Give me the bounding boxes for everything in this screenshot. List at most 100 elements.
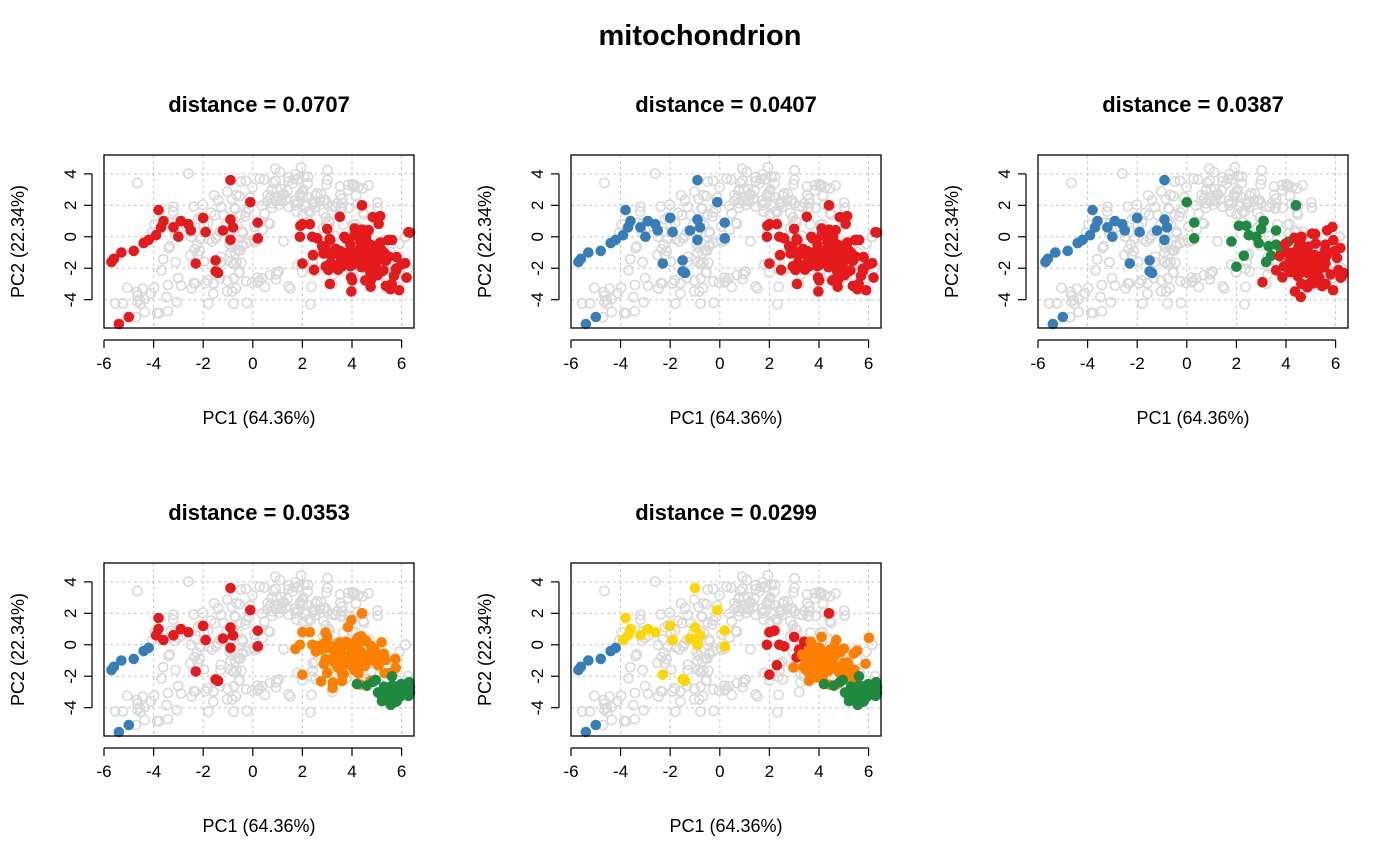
point-gray (1306, 202, 1318, 214)
y-tick-label: 4 (61, 169, 80, 178)
point-gray (288, 173, 300, 185)
point-orange (390, 653, 401, 665)
point-gray (830, 587, 842, 599)
point-gray (724, 632, 736, 644)
point-gray (667, 685, 678, 697)
point-gray (639, 272, 651, 284)
point-green (843, 695, 855, 707)
point-gray (737, 603, 749, 615)
point-gray (1277, 202, 1289, 214)
point-gray (227, 706, 239, 717)
point-red (190, 666, 202, 677)
group-green (351, 671, 416, 711)
point-gray (259, 281, 271, 293)
point-gray (623, 672, 634, 684)
point-green (1188, 233, 1200, 244)
point-gray (137, 283, 149, 295)
point-gray (755, 173, 767, 185)
point-gray (296, 186, 308, 198)
point-gray (638, 704, 650, 716)
point-gray (612, 288, 624, 299)
point-blue (1124, 258, 1136, 269)
point-blue (657, 258, 669, 269)
point-gray (139, 714, 151, 726)
point-gray (639, 680, 651, 692)
point-gray (283, 201, 294, 213)
point-gray (282, 172, 294, 183)
point-gray (758, 206, 770, 218)
point-yellow (650, 626, 661, 638)
point-red (346, 286, 357, 297)
point-gray (737, 681, 749, 693)
point-gray (334, 597, 346, 609)
point-gray (745, 643, 756, 655)
point-gray (327, 201, 338, 212)
point-red (1321, 225, 1333, 236)
point-gray (131, 585, 143, 597)
point-gray (343, 202, 355, 214)
point-gray (161, 291, 172, 303)
point-green (1241, 220, 1252, 232)
point-gray (694, 706, 706, 717)
point-red (316, 240, 328, 252)
point-gray (1225, 206, 1237, 218)
point-red (225, 642, 236, 654)
point-gray (1160, 286, 1172, 297)
point-gray (688, 683, 700, 695)
point-gray (598, 177, 610, 189)
y-tick-label: -2 (61, 669, 80, 684)
y-tick-label: 0 (995, 232, 1014, 241)
point-red (365, 268, 377, 279)
point-blue (617, 229, 629, 241)
point-gray (1204, 273, 1216, 285)
y-tick-label: 2 (528, 609, 547, 618)
x-axis-label: PC1 (64.36%) (669, 408, 782, 428)
point-yellow (620, 612, 631, 624)
point-gray (736, 571, 748, 582)
point-gray (1206, 266, 1218, 278)
point-blue (684, 225, 696, 236)
point-gray (145, 696, 157, 707)
point-gray (1105, 296, 1117, 308)
point-blue (1102, 222, 1113, 233)
point-red (801, 250, 812, 261)
point-gray (624, 661, 636, 673)
point-blue (580, 726, 592, 738)
point-yellow (635, 630, 646, 641)
point-gray (311, 595, 323, 607)
point-gray (237, 228, 249, 239)
point-gray (764, 208, 776, 220)
point-gray (157, 661, 169, 673)
point-gray (318, 615, 329, 627)
point-gray (282, 580, 294, 591)
point-gray (131, 177, 143, 189)
point-gray (1144, 232, 1156, 244)
point-gray (1297, 179, 1309, 191)
point-blue (143, 642, 154, 654)
point-gray (172, 272, 184, 284)
point-gray (814, 586, 825, 598)
point-gray (235, 665, 247, 677)
point-green (828, 680, 840, 691)
point-gray (131, 694, 143, 706)
point-red (153, 612, 164, 624)
point-gray (231, 189, 242, 201)
point-gray (763, 186, 775, 198)
point-gray (1229, 161, 1241, 173)
point-gray (742, 195, 754, 207)
point-red (308, 264, 320, 276)
point-gray (773, 689, 784, 701)
point-gray (838, 197, 850, 209)
y-tick-label: -2 (61, 261, 80, 276)
point-blue (595, 653, 607, 665)
point-gray (1218, 283, 1230, 294)
point-gray (809, 179, 821, 191)
y-tick-label: 4 (995, 169, 1014, 178)
point-gray (1159, 247, 1170, 258)
point-gray (342, 179, 354, 191)
group-blue (580, 311, 602, 330)
point-blue (679, 267, 691, 279)
point-red (158, 215, 169, 227)
point-gray (240, 206, 252, 218)
point-gray (634, 609, 646, 621)
